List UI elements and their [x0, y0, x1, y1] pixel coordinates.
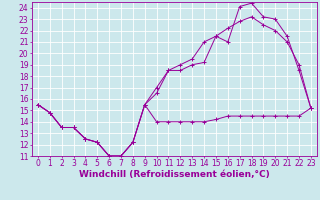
X-axis label: Windchill (Refroidissement éolien,°C): Windchill (Refroidissement éolien,°C)	[79, 170, 270, 179]
